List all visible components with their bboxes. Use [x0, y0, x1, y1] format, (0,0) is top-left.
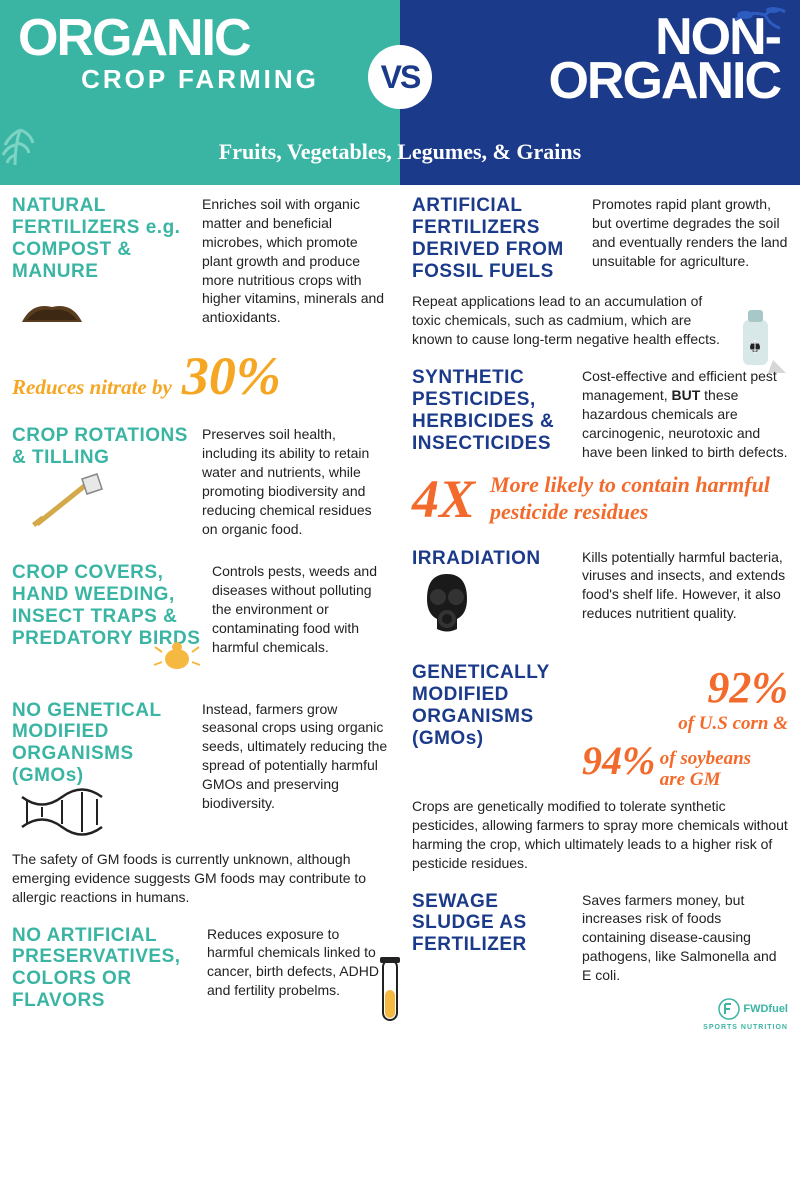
stat-corn-pct: 92%: [582, 662, 788, 713]
leaf-icon: [725, 0, 795, 40]
body-text: Controls pests, weeds and diseases witho…: [212, 562, 388, 656]
gmo-note: The safety of GM foods is currently unkn…: [12, 850, 388, 907]
stat-value: 30%: [182, 345, 281, 407]
vs-text: VS: [381, 59, 420, 96]
header: ORGANIC CROP FARMING NON- ORGANIC VS Fru…: [0, 0, 800, 185]
stat-label: More likely to contain harmful pesticide…: [490, 472, 788, 525]
body-text: Saves farmers money, but increases risk …: [582, 891, 788, 985]
section-pest-control: CROP COVERS, HAND WEEDING, INSECT TRAPS …: [12, 562, 388, 681]
body-text: Enriches soil with organic matter and be…: [202, 195, 388, 327]
section-fertilizers: NATURAL FERTILIZERS e.g. COMPOST & MANUR…: [12, 195, 388, 407]
body-text: Reduces exposure to harmful chemicals li…: [207, 925, 388, 1001]
dna-icon: [12, 787, 112, 837]
body-text: Cost-effective and efficient pest manage…: [582, 367, 788, 461]
body-text: Kills potentially harmful bacteria, viru…: [582, 548, 788, 624]
stat-value: 4X: [412, 468, 475, 530]
heading: ARTIFICIAL FERTILIZERS DERIVED FROM FOSS…: [412, 195, 582, 282]
section-pesticides: SYNTHETIC PESTICIDES, HERBICIDES & INSEC…: [412, 367, 788, 529]
section-artificial-fert: ARTIFICIAL FERTILIZERS DERIVED FROM FOSS…: [412, 195, 788, 349]
heading: SYNTHETIC PESTICIDES, HERBICIDES & INSEC…: [412, 367, 572, 454]
heading: NO ARTIFICIAL PRESERVATIVES, COLORS OR F…: [12, 925, 197, 1012]
testtube-icon: [375, 955, 405, 1035]
section-gmo: GENETICALLY MODIFIED ORGANISMS (GMOs) 92…: [412, 662, 788, 872]
vs-badge: VS: [368, 45, 432, 109]
stat-soy-label: of soybeans are GM: [660, 749, 770, 791]
body-text: Instead, farmers grow seasonal crops usi…: [202, 700, 388, 813]
heading: IRRADIATION: [412, 548, 572, 570]
body-text: Promotes rapid plant growth, but overtim…: [592, 195, 788, 271]
shovel-icon: [12, 469, 112, 539]
title-crop: CROP FARMING: [8, 64, 392, 95]
stat-soy-pct: 94%: [582, 738, 655, 783]
body-text: Preserves soil health, including its abi…: [202, 425, 388, 538]
stat-4x: 4X More likely to contain harmful pestic…: [412, 468, 788, 530]
header-subtitle: Fruits, Vegetables, Legumes, & Grains: [0, 139, 800, 165]
organic-column: NATURAL FERTILIZERS e.g. COMPOST & MANUR…: [0, 185, 400, 1040]
content: NATURAL FERTILIZERS e.g. COMPOST & MANUR…: [0, 185, 800, 1040]
gmo-note: Crops are genetically modified to tolera…: [412, 797, 788, 873]
logo-icon: [718, 998, 740, 1020]
section-no-preservatives: NO ARTIFICIAL PRESERVATIVES, COLORS OR F…: [12, 925, 388, 1012]
spray-can-icon: [728, 305, 788, 375]
brand: FWDfuel: [743, 1003, 788, 1015]
heading: NATURAL FERTILIZERS e.g. COMPOST & MANUR…: [12, 195, 192, 282]
gmo-stats: 92% of U.S corn & 94% of soybeans are GM: [582, 662, 788, 791]
section-no-gmo: NO GENETICAL MODIFIED ORGANISMS (GMOs) I…: [12, 700, 388, 907]
stat-corn-label: of U.S corn &: [582, 713, 788, 735]
heading: GENETICALLY MODIFIED ORGANISMS (GMOs): [412, 662, 572, 749]
stat-label: Reduces nitrate by: [12, 375, 172, 400]
gasmask-icon: [412, 569, 482, 639]
stat-nitrate: Reduces nitrate by 30%: [12, 345, 388, 407]
tagline: SPORTS NUTRITION: [703, 1024, 788, 1031]
heading: CROP ROTATIONS & TILLING: [12, 425, 192, 469]
bug-icon: [152, 637, 202, 677]
section-irradiation: IRRADIATION Kills potentially harmful ba…: [412, 548, 788, 645]
heading: NO GENETICAL MODIFIED ORGANISMS (GMOs): [12, 700, 192, 787]
heading: SEWAGE SLUDGE AS FERTILIZER: [412, 891, 572, 957]
section-rotation: CROP ROTATIONS & TILLING Preserves soil …: [12, 425, 388, 544]
title-organic: ORGANIC: [18, 15, 392, 62]
nonorganic-column: ARTIFICIAL FERTILIZERS DERIVED FROM FOSS…: [400, 185, 800, 1040]
compost-icon: [12, 282, 92, 332]
footer-logo: FWDfuel SPORTS NUTRITION: [703, 998, 788, 1032]
section-sewage: SEWAGE SLUDGE AS FERTILIZER Saves farmer…: [412, 891, 788, 985]
